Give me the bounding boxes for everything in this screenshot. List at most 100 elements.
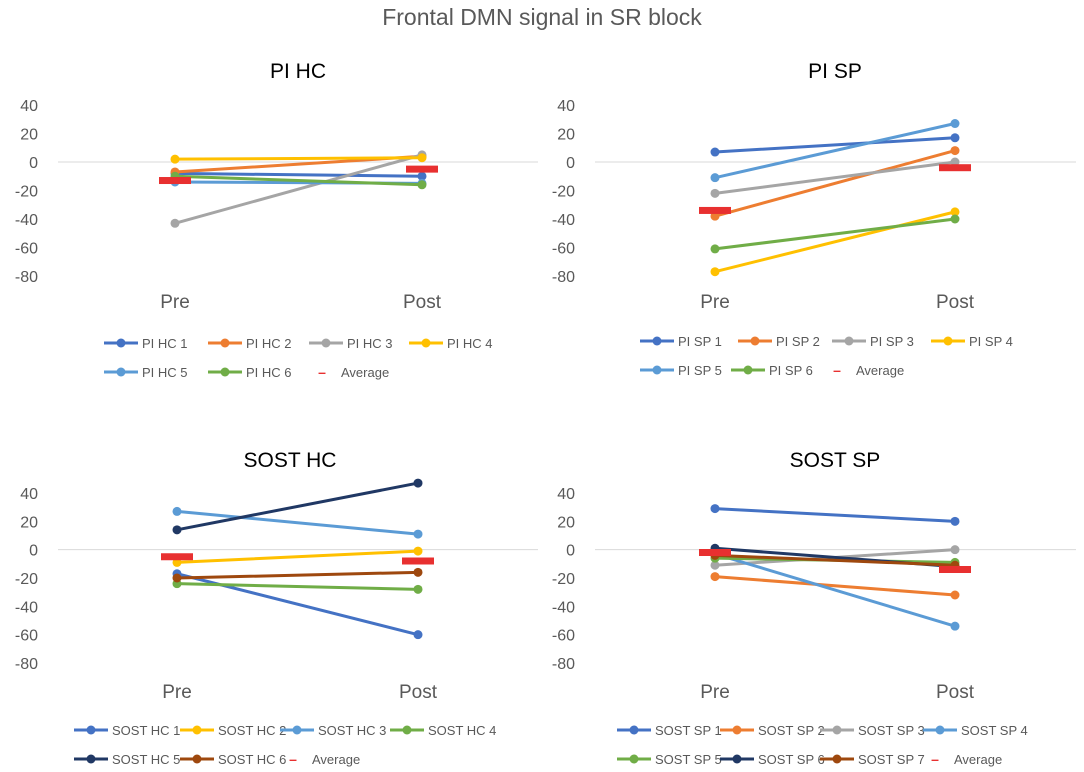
average-marker xyxy=(699,549,731,556)
legend-label: SOST SP 1 xyxy=(655,723,722,738)
series-sost-sp-2 xyxy=(710,572,960,600)
data-point xyxy=(710,188,720,198)
y-tick-label: -60 xyxy=(15,241,38,258)
series-line xyxy=(173,174,424,187)
y-tick-label: -80 xyxy=(15,656,38,673)
legend-average-marker: – xyxy=(289,751,297,767)
legend-label: Average xyxy=(954,752,1002,767)
legend-entry: SOST HC 4 xyxy=(390,723,496,738)
chart-title: SOST SP xyxy=(790,449,881,472)
y-tick-label: 0 xyxy=(29,543,38,560)
legend-entry: – Average xyxy=(931,751,1002,767)
legend-swatch-point xyxy=(629,754,639,764)
legend-entry: SOST SP 3 xyxy=(820,723,925,738)
data-point xyxy=(417,171,427,181)
legend-label: PI HC 5 xyxy=(142,365,188,380)
data-point xyxy=(710,572,720,582)
legend-swatch-point xyxy=(732,725,742,735)
legend-entry: SOST HC 5 xyxy=(74,752,180,767)
legend-entry: SOST SP 7 xyxy=(820,752,925,767)
legend: SOST SP 1 SOST SP 2 SOST SP 3 SOST SP 4 SOST… xyxy=(617,723,1028,767)
y-tick-label: -60 xyxy=(552,628,575,645)
legend-swatch-point xyxy=(220,338,230,348)
legend-entry: SOST SP 2 xyxy=(720,723,825,738)
legend-swatch-point xyxy=(402,725,412,735)
x-category-label: Pre xyxy=(160,292,190,313)
legend-entry: SOST HC 1 xyxy=(74,723,180,738)
legend-average-marker: – xyxy=(318,364,326,380)
data-point xyxy=(950,590,960,600)
series-pi-hc-6 xyxy=(170,171,427,190)
legend-entry: PI SP 1 xyxy=(640,334,722,349)
legend-label: PI HC 2 xyxy=(246,336,292,351)
data-point xyxy=(710,173,720,183)
y-tick-label: -40 xyxy=(15,212,38,229)
x-category-label: Post xyxy=(936,682,975,703)
data-point xyxy=(413,567,423,577)
legend-swatch-point xyxy=(86,725,96,735)
x-category-label: Pre xyxy=(700,682,730,703)
legend: PI HC 1 PI HC 2 PI HC 3 PI HC 4 PI HC 5 PI HC… xyxy=(104,336,493,380)
legend-swatch-point xyxy=(832,754,842,764)
series-line xyxy=(713,217,957,251)
average-marker xyxy=(406,165,438,173)
average-marker xyxy=(699,206,731,214)
legend-swatch-point xyxy=(844,336,854,346)
average-marker xyxy=(939,566,971,573)
series-sost-hc-5 xyxy=(172,478,423,535)
data-point xyxy=(950,214,960,224)
legend-label: SOST SP 7 xyxy=(858,752,925,767)
data-point xyxy=(413,584,423,594)
y-tick-label: 40 xyxy=(557,486,575,503)
x-category-label: Pre xyxy=(162,682,192,703)
y-tick-label: 40 xyxy=(557,98,575,115)
data-point xyxy=(413,630,423,640)
chart-title: PI SP xyxy=(808,60,862,83)
legend-swatch-point xyxy=(421,338,431,348)
legend-label: PI SP 2 xyxy=(776,334,820,349)
data-point xyxy=(170,218,180,228)
data-point xyxy=(950,133,960,143)
data-point xyxy=(710,244,720,254)
legend-label: SOST SP 2 xyxy=(758,723,825,738)
series-line xyxy=(713,552,957,628)
legend-swatch-point xyxy=(832,725,842,735)
legend-entry: – Average xyxy=(318,364,389,380)
x-category-label: Post xyxy=(399,682,438,703)
data-point xyxy=(710,267,720,277)
data-point xyxy=(950,207,960,217)
legend-entry: PI SP 6 xyxy=(731,363,813,378)
data-point xyxy=(417,153,427,163)
legend-label: Average xyxy=(312,752,360,767)
series-line xyxy=(173,171,424,178)
legend-label: SOST SP 4 xyxy=(961,723,1028,738)
data-point xyxy=(172,573,182,583)
legend-label: SOST HC 6 xyxy=(218,752,286,767)
series-line xyxy=(713,507,957,523)
series-pi-hc-4 xyxy=(170,153,427,164)
series-line xyxy=(713,575,957,597)
legend-label: SOST SP 6 xyxy=(758,752,825,767)
series-line xyxy=(173,156,424,161)
legend-swatch-point xyxy=(743,365,753,375)
y-tick-label: -40 xyxy=(15,599,38,616)
series-line xyxy=(175,549,420,564)
series-line xyxy=(713,136,957,154)
legend-entry: SOST SP 5 xyxy=(617,752,722,767)
data-point xyxy=(710,147,720,157)
data-point xyxy=(413,478,423,488)
legend-label: PI SP 6 xyxy=(769,363,813,378)
series-pi-sp-4 xyxy=(710,207,960,277)
legend-label: Average xyxy=(856,363,904,378)
legend-label: PI SP 1 xyxy=(678,334,722,349)
chart-sost-hc: SOST HC 40 20 0 -20 -40 -60 -80 Pre Post SOST HC 1… xyxy=(15,449,538,767)
y-tick-label: 0 xyxy=(29,155,38,172)
series-line xyxy=(713,122,957,180)
legend-average-marker: – xyxy=(931,751,939,767)
data-point xyxy=(950,516,960,526)
y-tick-label: -80 xyxy=(552,656,575,673)
legend-entry: PI SP 5 xyxy=(640,363,722,378)
series-sost-hc-3 xyxy=(172,506,423,539)
y-tick-label: -40 xyxy=(552,599,575,616)
